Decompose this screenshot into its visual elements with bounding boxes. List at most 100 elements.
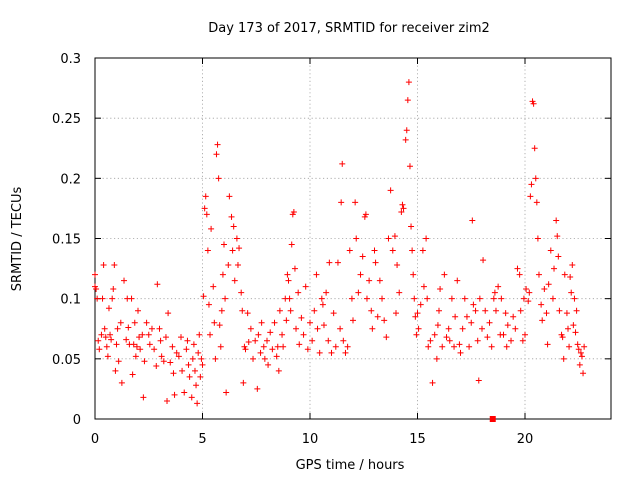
data-point xyxy=(495,283,502,290)
data-point xyxy=(486,319,493,326)
data-point xyxy=(319,301,326,308)
data-point xyxy=(140,394,147,401)
data-point xyxy=(99,295,106,302)
data-point xyxy=(280,343,287,350)
data-point xyxy=(414,310,421,317)
data-point xyxy=(101,325,108,332)
data-point xyxy=(389,247,396,254)
data-point xyxy=(475,377,482,384)
data-point xyxy=(381,317,388,324)
data-point xyxy=(461,295,468,302)
data-point xyxy=(311,307,318,314)
data-point xyxy=(457,349,464,356)
data-point xyxy=(391,233,398,240)
data-point xyxy=(115,358,122,365)
data-point xyxy=(276,307,283,314)
data-point xyxy=(200,293,207,300)
data-point xyxy=(410,271,417,278)
data-point xyxy=(275,367,282,374)
data-point xyxy=(236,245,243,252)
x-tick-label: 10 xyxy=(302,432,319,447)
data-point xyxy=(191,367,198,374)
data-point xyxy=(470,301,477,308)
data-point xyxy=(427,337,434,344)
data-point xyxy=(556,307,563,314)
data-point xyxy=(539,317,546,324)
data-point xyxy=(104,353,111,360)
data-point xyxy=(213,151,220,158)
data-point xyxy=(566,343,573,350)
data-point xyxy=(110,286,117,293)
data-point xyxy=(216,322,223,329)
data-point xyxy=(199,361,206,368)
data-point xyxy=(569,261,576,268)
data-point xyxy=(205,301,212,308)
data-point xyxy=(102,334,109,341)
data-point xyxy=(260,343,267,350)
data-point xyxy=(109,295,116,302)
x-tick-label: 20 xyxy=(517,432,534,447)
data-point xyxy=(352,199,359,206)
chart-title: Day 173 of 2017, SRMTID for receiver zim… xyxy=(208,21,490,36)
data-point xyxy=(112,367,119,374)
grid-lines xyxy=(95,58,611,419)
data-point xyxy=(394,261,401,268)
data-point xyxy=(316,349,323,356)
data-point xyxy=(399,201,406,208)
data-point xyxy=(474,337,481,344)
data-point xyxy=(314,325,321,332)
data-point xyxy=(437,286,444,293)
y-tick-label: 0.15 xyxy=(52,233,81,248)
data-point xyxy=(580,370,587,377)
x-axis-label: GPS time / hours xyxy=(296,458,405,473)
data-point xyxy=(525,298,532,305)
data-point xyxy=(214,141,221,148)
data-point xyxy=(439,343,446,350)
data-point xyxy=(157,337,164,344)
data-point xyxy=(245,338,252,345)
data-point xyxy=(141,358,148,365)
data-point xyxy=(190,341,197,348)
data-point xyxy=(291,265,298,272)
data-point xyxy=(170,370,177,377)
data-point xyxy=(130,341,137,348)
data-point xyxy=(198,355,205,362)
data-point xyxy=(261,355,268,362)
data-point xyxy=(181,389,188,396)
data-point xyxy=(408,223,415,230)
data-point xyxy=(565,325,571,332)
data-point xyxy=(143,319,150,326)
data-point xyxy=(283,317,290,324)
data-point xyxy=(137,346,144,353)
data-point xyxy=(129,371,136,378)
data-point xyxy=(285,277,292,284)
data-point xyxy=(510,313,517,320)
data-point xyxy=(479,325,485,332)
data-point xyxy=(348,295,355,302)
data-point xyxy=(502,310,509,317)
data-point xyxy=(484,334,491,341)
data-point xyxy=(252,337,259,344)
data-point xyxy=(469,217,476,224)
square-marker xyxy=(489,416,496,422)
data-point xyxy=(175,353,182,360)
data-point xyxy=(148,325,155,332)
data-point xyxy=(218,307,225,314)
plot-axes xyxy=(94,57,612,420)
data-point xyxy=(229,247,236,254)
data-point xyxy=(194,400,201,407)
data-point xyxy=(203,211,210,218)
data-points xyxy=(92,79,588,407)
data-point xyxy=(472,307,479,314)
data-point xyxy=(551,265,558,272)
data-point xyxy=(573,307,580,314)
data-point xyxy=(296,341,303,348)
data-point xyxy=(257,349,264,356)
data-point xyxy=(528,181,535,188)
data-point xyxy=(207,331,214,338)
data-point xyxy=(211,319,218,326)
data-point xyxy=(338,199,345,206)
data-point xyxy=(113,341,120,348)
data-point xyxy=(228,213,235,220)
